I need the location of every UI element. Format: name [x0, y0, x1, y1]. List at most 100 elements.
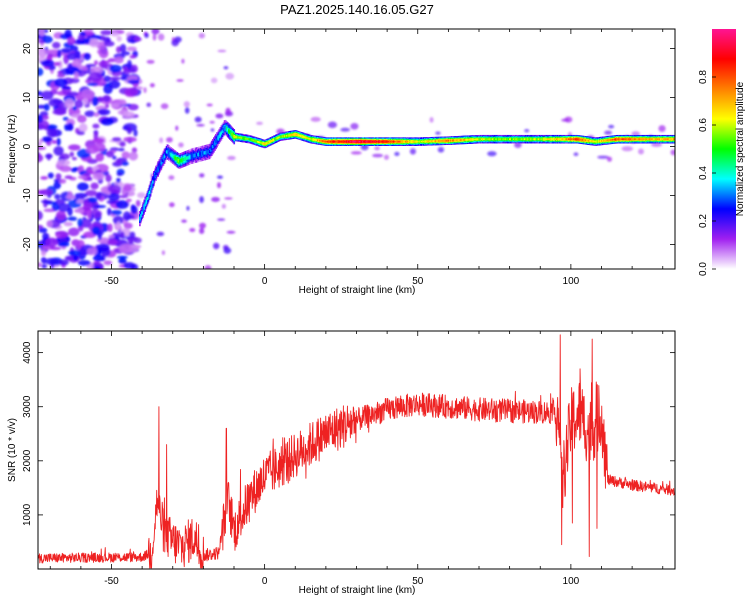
heat-cell — [507, 138, 510, 141]
heat-cell — [409, 140, 411, 143]
heat-cell — [563, 138, 566, 141]
heat-cell — [212, 242, 220, 250]
heat-cell — [566, 138, 569, 141]
heat-cell — [636, 138, 639, 141]
heat-cell — [493, 138, 496, 141]
heat-cell — [536, 138, 539, 141]
heat-cell — [128, 237, 134, 244]
heat-cell — [327, 140, 330, 143]
heat-cell — [204, 265, 212, 269]
heat-cell — [607, 156, 612, 162]
heat-cell — [82, 216, 87, 221]
heat-cell — [157, 167, 159, 171]
heat-cell — [67, 36, 76, 45]
heat-cell — [289, 134, 291, 137]
heat-cell — [358, 140, 361, 143]
heat-cell — [468, 138, 470, 141]
heat-cell — [455, 139, 457, 142]
heat-cell — [565, 138, 568, 141]
heat-cell — [139, 216, 141, 221]
heat-cell — [183, 157, 185, 161]
heat-cell — [77, 34, 85, 41]
heat-cell — [384, 140, 387, 143]
heat-cell — [187, 156, 189, 160]
heat-cell — [613, 138, 616, 141]
heat-cell — [387, 140, 390, 143]
heat-cell — [471, 138, 474, 141]
heat-cell — [520, 138, 523, 141]
heat-cell — [138, 79, 143, 84]
heat-cell — [500, 138, 502, 141]
heat-cell — [66, 52, 78, 61]
heat-cell — [310, 138, 313, 141]
heat-cell — [181, 219, 187, 223]
heat-cell — [518, 138, 521, 141]
colorbar-gradient — [712, 29, 736, 269]
spectrogram-x-tick-label: -50 — [104, 276, 119, 287]
heat-cell — [81, 89, 95, 99]
heat-cell — [359, 140, 362, 143]
heat-cell — [178, 159, 181, 163]
heat-cell — [477, 138, 480, 141]
heat-cell — [42, 35, 53, 44]
heat-cell — [107, 58, 117, 63]
heat-cell — [69, 151, 75, 157]
heat-cell — [318, 139, 320, 142]
heat-cell — [495, 138, 498, 141]
heat-cell — [82, 66, 88, 71]
heat-cell — [211, 196, 220, 203]
heat-cell — [80, 218, 92, 228]
heat-cell — [44, 49, 58, 54]
heat-cell — [196, 123, 205, 127]
spectrogram-plot-area — [38, 29, 675, 269]
heat-cell — [427, 140, 430, 143]
heat-cell — [38, 146, 47, 151]
heat-cell — [311, 138, 314, 141]
heat-cell — [253, 139, 256, 142]
heat-cell — [654, 138, 657, 141]
heat-cell — [299, 135, 302, 137]
heat-cell — [362, 140, 364, 143]
heat-cell — [62, 116, 69, 121]
heat-cell — [54, 78, 68, 88]
heat-cell — [558, 138, 560, 141]
heat-cell — [339, 140, 342, 143]
heat-cell — [93, 204, 107, 209]
snr-x-tick-label: 0 — [262, 576, 268, 587]
heat-cell — [354, 140, 357, 143]
heat-cell — [431, 140, 434, 143]
heat-cell — [595, 140, 598, 143]
heat-cell — [90, 182, 99, 190]
heat-cell — [603, 139, 605, 142]
heat-cell — [100, 117, 114, 126]
heat-cell — [198, 152, 200, 156]
heat-cell — [265, 142, 268, 145]
heat-cell — [122, 69, 131, 74]
heat-cell — [652, 138, 655, 141]
heat-cell — [383, 154, 389, 160]
heat-cell — [576, 138, 579, 141]
heat-cell — [319, 139, 321, 142]
heat-cell — [219, 133, 222, 137]
heat-cell — [221, 203, 226, 209]
heat-cell — [378, 140, 380, 143]
heat-cell — [369, 140, 372, 143]
heat-cell — [534, 138, 537, 141]
heat-cell — [228, 129, 230, 133]
heat-cell — [230, 131, 232, 135]
heat-cell — [325, 140, 328, 143]
heat-cell — [178, 142, 184, 148]
heat-cell — [326, 140, 329, 143]
spectrogram-x-tick-label: 0 — [262, 276, 268, 287]
heat-cell — [146, 102, 152, 108]
heat-cell — [614, 138, 617, 141]
heat-cell — [547, 138, 550, 141]
heat-cell — [53, 181, 62, 190]
heat-cell — [195, 153, 198, 157]
heat-cell — [56, 74, 66, 78]
heat-cell — [204, 151, 207, 155]
heat-cell — [519, 138, 522, 141]
heat-cell — [77, 115, 87, 123]
heat-cell — [366, 140, 368, 143]
